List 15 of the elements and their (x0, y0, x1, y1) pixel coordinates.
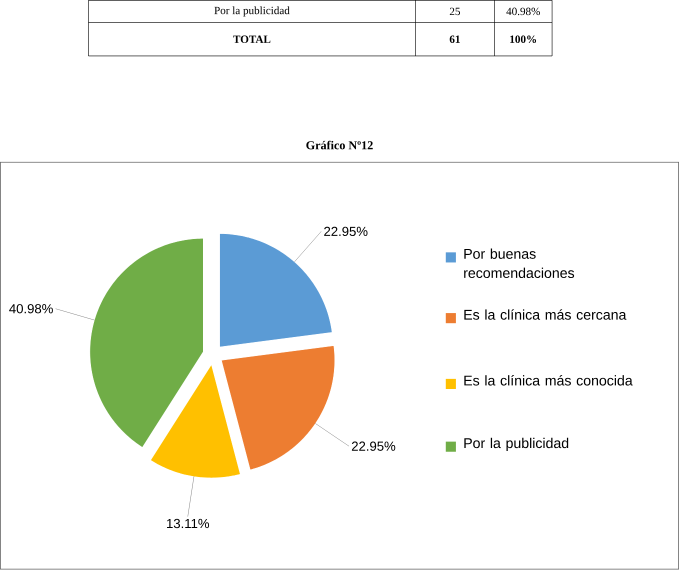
legend-label: Por la publicidad (464, 438, 568, 452)
data-label: 22.95% (324, 226, 368, 236)
text: TOTAL (233, 36, 270, 44)
data-label: 22.95% (352, 442, 396, 452)
text: 100% (510, 36, 536, 44)
legend-label: Es la clínica más conocida (464, 375, 633, 386)
legend-label: Es la clínica más cercana (464, 309, 626, 320)
text: 61 (450, 36, 460, 44)
text: 40.98% (506, 8, 540, 16)
text: Por la publicidad (214, 6, 290, 17)
legend-label: Por buenas recomendaciones (464, 248, 574, 278)
chart-title: Gráfico Nº12 (306, 140, 373, 150)
text: 25 (450, 8, 460, 16)
data-label: 13.11% (167, 519, 210, 528)
data-label: 40.98% (9, 304, 53, 314)
